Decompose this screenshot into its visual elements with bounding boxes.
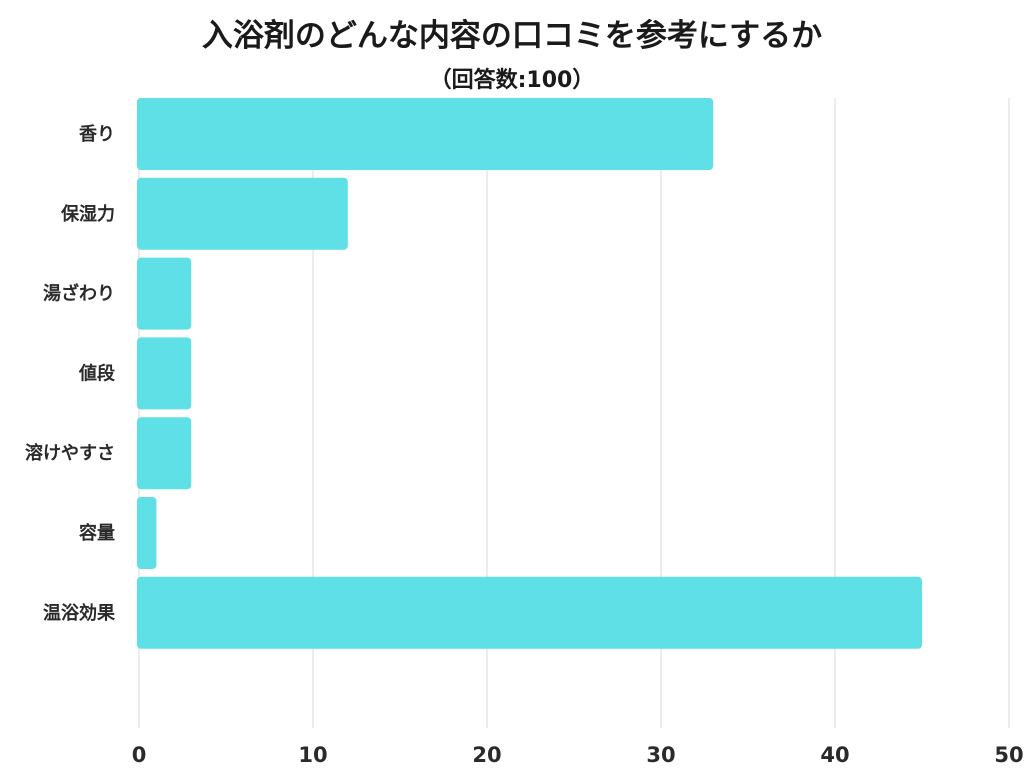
category-label: 湯ざわり: [43, 283, 115, 305]
x-tick-label: 30: [646, 743, 675, 767]
bar: [137, 337, 192, 410]
category-label: 温浴効果: [43, 602, 116, 624]
x-tick-labels: 0 10 20 30 40 50: [132, 743, 1024, 767]
x-tick-label: 20: [472, 743, 501, 767]
bar: [137, 177, 348, 250]
x-tick-label: 40: [820, 743, 849, 767]
category-label: 香り: [78, 124, 115, 145]
category-label: 溶けやすさ: [25, 442, 115, 464]
x-tick-label: 50: [994, 743, 1023, 767]
x-tick-label: 10: [298, 743, 327, 767]
chart-subtitle: （回答数:100）: [429, 68, 595, 93]
bar: [137, 497, 157, 569]
chart-title: 入浴剤のどんな内容の口コミを参考にするか: [201, 18, 823, 54]
category-label: 保湿力: [60, 203, 115, 225]
bar: [137, 576, 922, 649]
bar: [137, 417, 192, 490]
x-tick-label: 0: [132, 743, 147, 767]
bars: [137, 98, 922, 649]
bar: [137, 98, 714, 170]
bar: [137, 257, 192, 330]
category-label: 値段: [78, 362, 116, 384]
category-label: 容量: [79, 522, 115, 544]
